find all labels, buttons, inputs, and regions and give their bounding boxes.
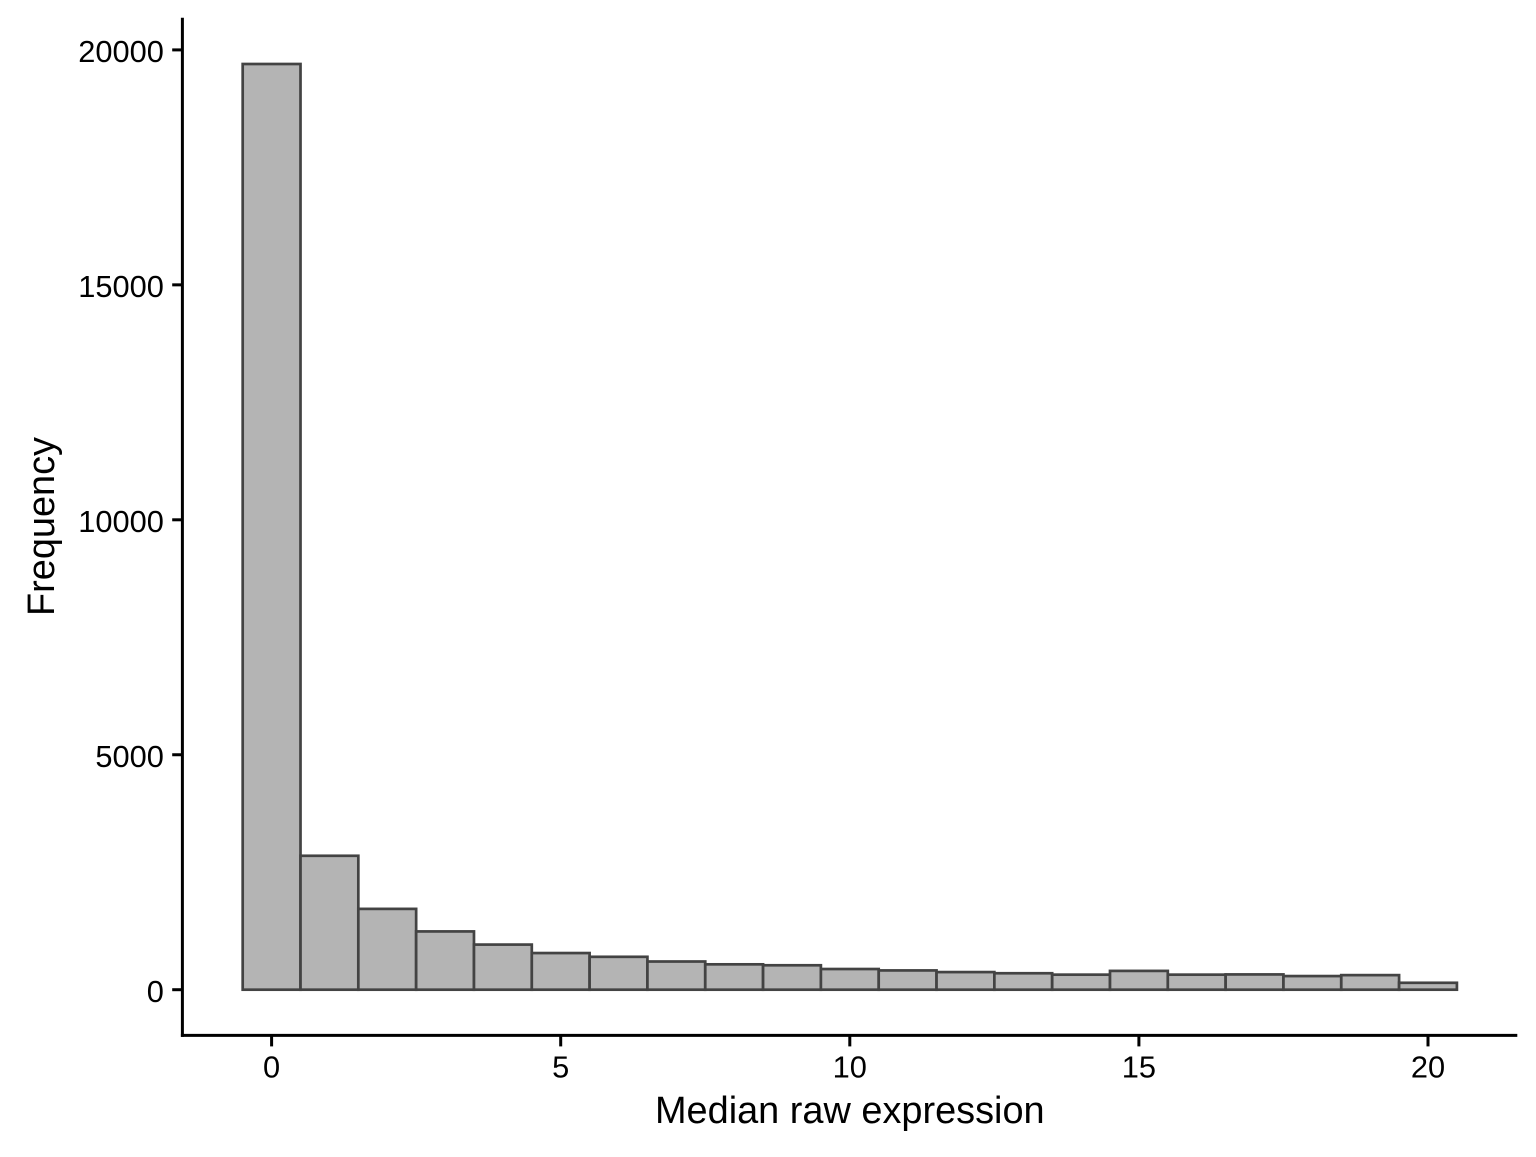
svg-text:15000: 15000 [78, 269, 164, 304]
svg-text:15: 15 [1122, 1049, 1156, 1084]
svg-text:5: 5 [552, 1049, 569, 1084]
svg-text:0: 0 [147, 974, 164, 1009]
svg-text:0: 0 [263, 1049, 280, 1084]
svg-text:5000: 5000 [95, 739, 164, 774]
svg-text:Median raw expression: Median raw expression [655, 1090, 1045, 1132]
svg-text:20: 20 [1411, 1049, 1445, 1084]
svg-text:20000: 20000 [78, 34, 164, 69]
svg-text:10: 10 [833, 1049, 867, 1084]
svg-text:10000: 10000 [78, 504, 164, 539]
svg-text:Frequency: Frequency [21, 437, 63, 616]
